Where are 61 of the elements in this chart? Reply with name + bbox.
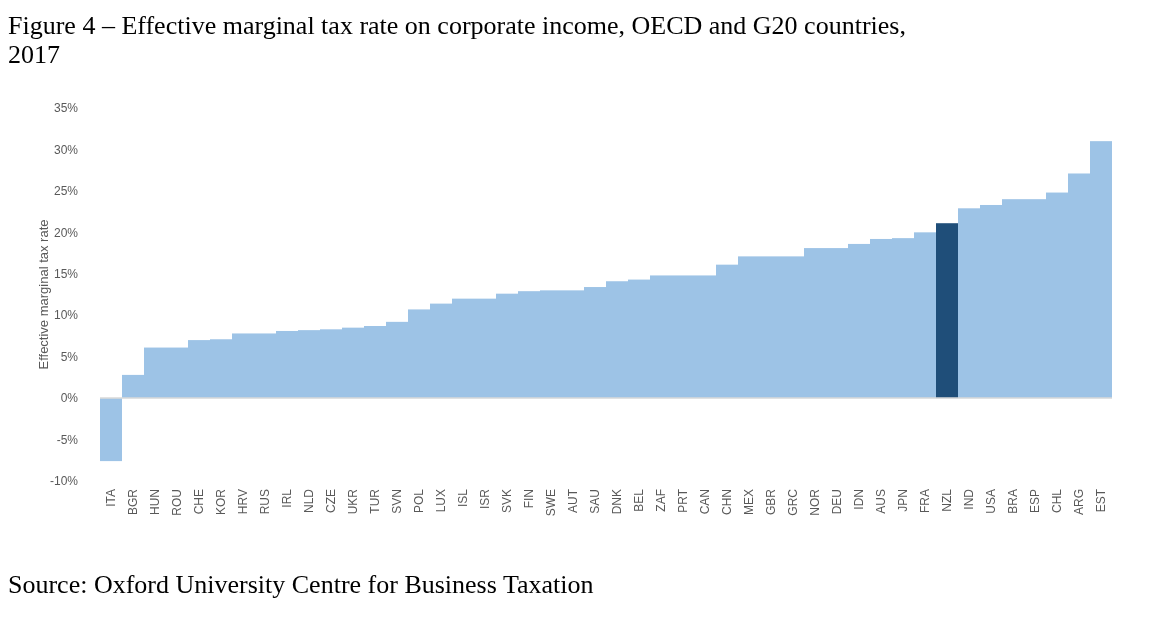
- bar: [100, 398, 122, 462]
- x-tick-label: DNK: [610, 489, 625, 515]
- y-tick-label: -5%: [56, 432, 79, 447]
- x-tick-label: IDN: [852, 489, 867, 510]
- x-tick-label: DEU: [830, 489, 845, 515]
- source-note: Source: Oxford University Centre for Business Taxation: [8, 570, 594, 599]
- y-tick-label: 15%: [53, 266, 79, 281]
- bar: [936, 223, 958, 399]
- x-tick-label: GBR: [764, 488, 779, 516]
- x-tick-label: FIN: [522, 489, 537, 509]
- x-tick-label: LUX: [434, 489, 449, 513]
- x-tick-label: SVN: [390, 489, 405, 514]
- x-tick-label: CHE: [192, 489, 207, 515]
- x-tick-label: ARG: [1072, 489, 1087, 516]
- x-tick-label: EST: [1094, 488, 1109, 513]
- x-tick-label: NLD: [302, 488, 317, 514]
- y-tick-label: 10%: [53, 308, 79, 323]
- x-tick-label: CZE: [324, 489, 339, 513]
- x-tick-label: IND: [962, 488, 977, 510]
- x-tick-label: PRT: [676, 488, 691, 513]
- x-tick-label: CAN: [698, 489, 713, 515]
- x-tick-label: BRA: [1006, 489, 1021, 514]
- x-tick-label: BGR: [126, 488, 141, 516]
- x-tick-label: NZL: [940, 488, 955, 512]
- x-tick-label: ISL: [456, 488, 471, 508]
- x-tick-label: HRV: [236, 489, 251, 515]
- x-tick-label: SAU: [588, 489, 603, 514]
- x-tick-label: RUS: [258, 489, 273, 515]
- x-tick-label: ZAF: [654, 489, 669, 512]
- x-tick-label: CHL: [1050, 488, 1065, 514]
- y-tick-label: 20%: [53, 225, 79, 240]
- y-axis-title: Effective marginal tax rate: [36, 219, 51, 370]
- x-tick-label: MEX: [742, 489, 757, 516]
- x-tick-label: GRC: [786, 488, 801, 516]
- x-tick-label: CHN: [720, 489, 735, 515]
- x-tick-label: TUR: [368, 488, 383, 514]
- x-tick-label: SWE: [544, 489, 559, 517]
- x-tick-label: HUN: [148, 489, 163, 515]
- x-tick-label: POL: [412, 488, 427, 514]
- x-tick-label: AUS: [874, 489, 889, 514]
- x-tick-label: KOR: [214, 488, 229, 516]
- y-tick-label: 35%: [53, 101, 79, 116]
- x-tick-label: ESP: [1028, 489, 1043, 514]
- y-tick-label: 30%: [53, 142, 79, 157]
- x-tick-label: FRA: [918, 489, 933, 513]
- x-tick-label: IRL: [280, 488, 295, 508]
- x-tick-label: ITA: [104, 489, 119, 507]
- x-tick-label: JPN: [896, 489, 911, 512]
- y-tick-label: -10%: [49, 474, 79, 489]
- x-tick-label: ROU: [170, 489, 185, 516]
- y-tick-label: 5%: [60, 349, 79, 364]
- x-tick-label: SVK: [500, 489, 515, 514]
- x-tick-label: UKR: [346, 488, 361, 515]
- y-tick-label: 25%: [53, 184, 79, 199]
- x-tick-label: USA: [984, 489, 999, 514]
- x-tick-label: AUT: [566, 488, 581, 513]
- x-tick-label: NOR: [808, 488, 823, 516]
- x-tick-label: ISR: [478, 488, 493, 510]
- y-tick-label: 0%: [60, 391, 79, 406]
- chart-title: Figure 4 – Effective marginal tax rate on corporate income, OECD and G20 countries, 2017: [8, 11, 906, 69]
- x-tick-label: BEL: [632, 488, 647, 512]
